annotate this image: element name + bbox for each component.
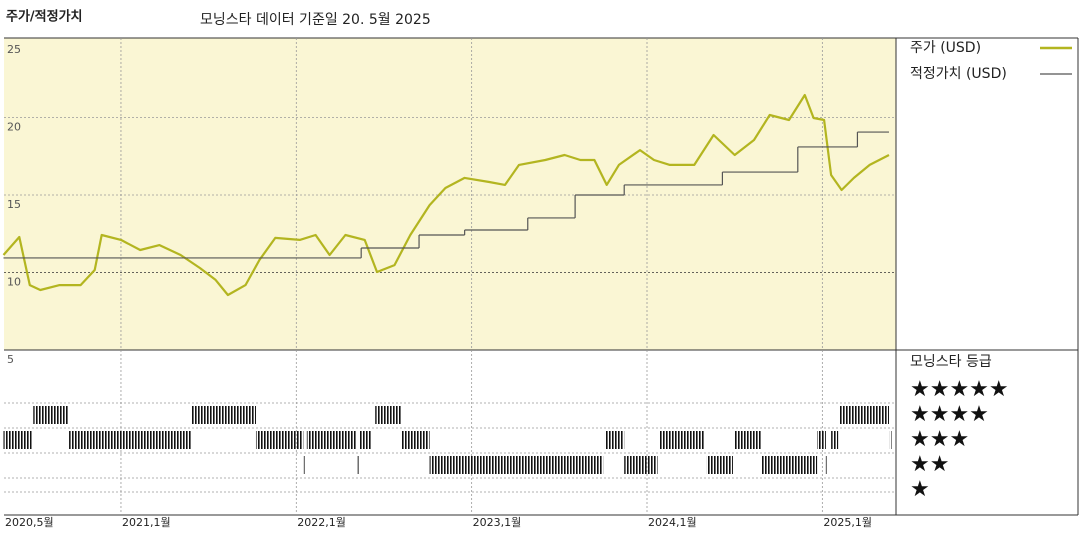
- row-separators: [4, 402, 896, 493]
- x-tick-label: 2024,1월: [648, 516, 697, 529]
- y-tick-label: 15: [7, 198, 21, 211]
- rating-bar: [69, 431, 192, 449]
- rating-bar: [191, 406, 256, 424]
- rating-bar: [760, 456, 818, 474]
- rating-bar: [401, 431, 430, 449]
- rating-bar: [817, 431, 826, 449]
- x-tick-label: 2022,1월: [297, 516, 346, 529]
- rating-bar: [734, 431, 761, 449]
- rating-bar: [33, 406, 69, 424]
- rating-bar: [255, 431, 304, 449]
- rating-bar: [357, 456, 360, 474]
- rating-bar: [3, 431, 32, 449]
- rating-bar: [831, 431, 839, 449]
- rating-label: ★★★: [910, 427, 969, 452]
- legend-label: 주가 (USD): [910, 40, 981, 56]
- x-tick-label: 2025,1월: [823, 516, 872, 529]
- chart-title: 모닝스타 데이터 기준일 20. 5월 2025: [200, 12, 431, 28]
- rating-bar: [889, 431, 892, 449]
- y-tick-label: 20: [7, 121, 21, 134]
- rating-title: 모닝스타 등급: [910, 354, 992, 370]
- x-tick-label: 2021,1월: [122, 516, 171, 529]
- rating-label: ★★★★★: [910, 377, 1009, 402]
- rating-bar: [706, 456, 733, 474]
- y-tick-label: 10: [7, 276, 21, 289]
- rating-label: ★★★★: [910, 402, 989, 427]
- rating-bar: [825, 456, 828, 474]
- rating-bar: [359, 431, 372, 449]
- y-title: 주가/적정가치: [6, 9, 83, 25]
- x-tick-label: 2023,1월: [473, 516, 522, 529]
- rating-bar: [429, 456, 604, 474]
- rating-label: ★★: [910, 452, 949, 477]
- rating-bar: [303, 456, 306, 474]
- rating-bar: [306, 431, 356, 449]
- rating-bar: [375, 406, 402, 424]
- rating-label: ★: [910, 477, 930, 502]
- rating-bar: [604, 431, 625, 449]
- rating-bar: [624, 456, 658, 474]
- y-tick-label: 5: [7, 353, 14, 366]
- price-line: [2, 93, 890, 297]
- rating-bar: [839, 406, 889, 424]
- rating-bar: [659, 431, 705, 449]
- plot-background: [4, 38, 896, 350]
- legend-label: 적정가치 (USD): [910, 66, 1007, 82]
- y-tick-label: 25: [7, 43, 21, 56]
- x-tick-label: 2020,5월: [5, 516, 54, 529]
